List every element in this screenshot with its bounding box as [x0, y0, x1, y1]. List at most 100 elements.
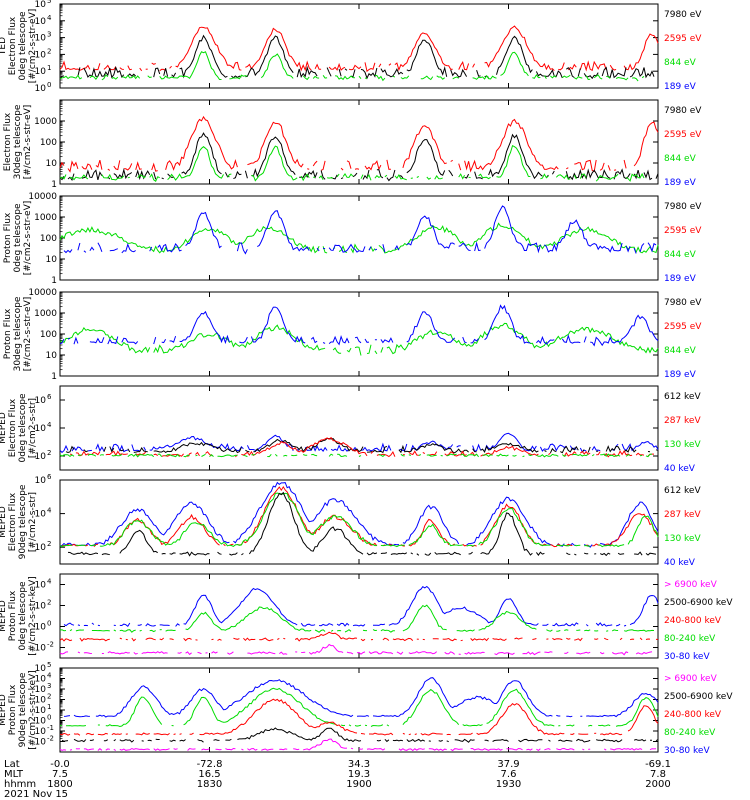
- y-axis-label-line: TED: [0, 37, 8, 56]
- y-tick-exponent: -2: [47, 641, 54, 649]
- panel-frame: [59, 573, 659, 659]
- y-axis-label-line: Electron Flux: [8, 16, 18, 75]
- y-tick-label: 10: [35, 84, 47, 94]
- y-tick-label: 10: [35, 602, 47, 612]
- y-axis-label-line: 0deg telescope: [13, 203, 23, 273]
- y-tick-label: 1: [51, 372, 57, 382]
- series-black-line: [67, 491, 657, 557]
- panel-frame: [59, 3, 659, 89]
- y-tick-label: 10000: [28, 192, 57, 202]
- legend-entry: 240-800 keV: [664, 710, 722, 720]
- footer-time-value: 1830: [197, 779, 222, 790]
- y-axis-label-line: 90deg telescope: [18, 484, 28, 559]
- y-tick-exponent: 5: [47, 661, 51, 669]
- legend-entry: 30-80 keV: [664, 652, 710, 662]
- legend-entry: 287 keV: [664, 510, 701, 520]
- y-tick-exponent: 4: [47, 672, 52, 680]
- legend-entry: 40 keV: [664, 464, 696, 474]
- legend-entry: 612 keV: [664, 392, 701, 402]
- y-axis-label-line: Proton Flux: [3, 212, 13, 263]
- y-axis-label-line: MEPED: [0, 694, 8, 726]
- legend-entry: 130 keV: [664, 440, 701, 450]
- footer-time-value: 2000: [645, 779, 670, 790]
- legend-entry: 2500-6900 keV: [664, 598, 733, 608]
- y-tick-label: 10: [35, 34, 47, 44]
- series-magenta-line: [60, 645, 656, 655]
- y-tick-label: 10: [35, 50, 47, 60]
- y-tick-exponent: -2: [47, 735, 54, 743]
- y-axis-label-line: MEPED: [0, 506, 8, 538]
- series-black-line: [65, 438, 659, 454]
- y-tick-label: 10000: [28, 288, 57, 298]
- y-tick-exponent: 2: [47, 47, 51, 55]
- y-tick-label: 10: [35, 452, 47, 462]
- y-tick-exponent: 4: [47, 421, 52, 429]
- y-tick-label: 10: [35, 644, 47, 654]
- panel-frame: [59, 385, 659, 471]
- y-tick-exponent: 4: [47, 14, 52, 22]
- series-red-line: [59, 631, 659, 642]
- panel-frame: [59, 99, 659, 185]
- series-magenta-line: [59, 738, 657, 752]
- y-tick-label: 10: [35, 17, 47, 27]
- panel-2: 1 10 100 1000 Electron Flux 30deg telescope [#…: [3, 99, 702, 190]
- y-tick-label: 10: [35, 738, 47, 748]
- y-axis-label-line: [#/cm2-s-str-eV]: [23, 297, 33, 372]
- series-green-line: [59, 687, 659, 728]
- series-green-line: [60, 52, 658, 81]
- series-black-line: [61, 727, 659, 743]
- y-tick-exponent: 1: [47, 703, 51, 711]
- y-axis-label-line: Electron Flux: [8, 492, 18, 551]
- y-axis-label-line: [#/cm2-s-str-keV]: [28, 576, 38, 655]
- y-axis-label-line: 30deg telescope: [13, 296, 23, 371]
- legend-entry: 7980 eV: [664, 202, 702, 212]
- footer-mlt-value: 16.5: [198, 769, 220, 780]
- legend-entry: 612 keV: [664, 486, 701, 496]
- y-axis-label-line: [#/cm2-s-str]: [28, 398, 38, 458]
- y-tick-label: 1: [51, 180, 57, 190]
- footer-lat-value: -0.0: [50, 759, 70, 770]
- y-tick-label: 10: [35, 685, 47, 695]
- legend-entry: 2595 eV: [664, 226, 702, 236]
- y-tick-label: 1: [51, 276, 57, 286]
- series-red-line: [59, 698, 659, 736]
- legend-entry: 844 eV: [664, 58, 697, 68]
- legend-entry: 80-240 keV: [664, 634, 716, 644]
- y-tick-label: 10: [46, 255, 58, 265]
- panel-3: 1 10 100 1000 10000 Proton Flux 0deg telescope…: [3, 192, 702, 286]
- footer-time-value: 1800: [47, 779, 72, 790]
- legend-entry: 2500-6900 keV: [664, 692, 733, 702]
- date-label: 2021 Nov 15: [4, 789, 68, 800]
- y-axis-label-line: 90deg telescope: [18, 672, 28, 747]
- y-tick-label: 10: [35, 717, 47, 727]
- y-axis-label-line: Proton Flux: [8, 684, 18, 735]
- y-tick-label: 100: [40, 138, 57, 148]
- series-green-line: [60, 146, 658, 182]
- footer-mlt-value: 7.8: [650, 769, 666, 780]
- legend-entry: > 6900 keV: [664, 674, 718, 684]
- y-tick-exponent: 3: [47, 682, 51, 690]
- series-green-line: [60, 605, 658, 632]
- series-blue-line: [63, 677, 659, 718]
- y-tick-label: 100: [40, 234, 57, 244]
- y-tick-label: 1000: [34, 213, 57, 223]
- y-tick-label: 10: [35, 510, 47, 520]
- footer-row-label-hhmm: hhmm: [4, 779, 36, 790]
- y-axis-label-line: 30deg telescope: [13, 104, 23, 179]
- y-tick-label: 10: [35, 675, 47, 685]
- y-tick-label: 10: [35, 67, 47, 77]
- y-tick-label: 1000: [34, 117, 57, 127]
- legend-entry: 189 eV: [664, 178, 697, 188]
- footer-mlt-value: 7.5: [52, 769, 68, 780]
- y-tick-exponent: 4: [47, 578, 52, 586]
- series-blue-line: [63, 205, 657, 255]
- y-tick-exponent: 2: [47, 599, 51, 607]
- footer-mlt-value: 19.3: [348, 769, 370, 780]
- y-axis-label-line: MEPED: [0, 412, 8, 444]
- footer-row-label-mlt: MLT: [4, 769, 24, 780]
- y-tick-exponent: 6: [47, 393, 52, 401]
